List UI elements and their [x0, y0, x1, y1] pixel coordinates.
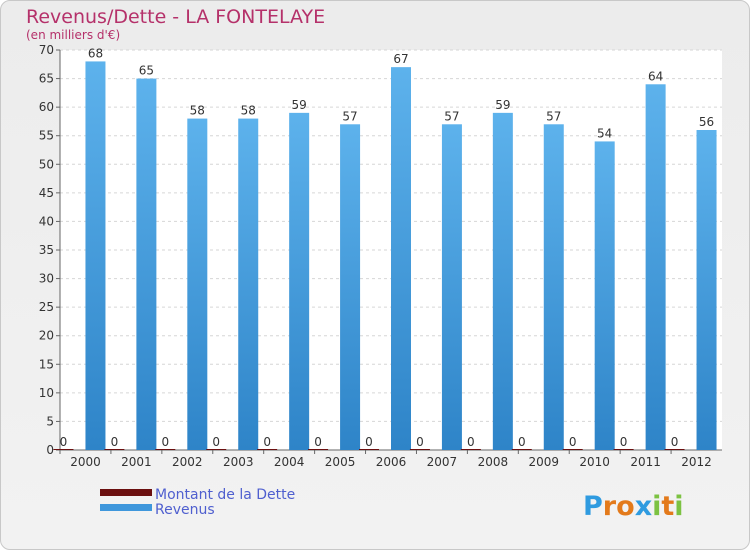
- y-tick-label: 40: [39, 214, 54, 228]
- debt-value-label: 0: [671, 435, 679, 449]
- bars: 0 68 0 65 0 58 0 58 0 59 0 57 0 67 0 57 0 59 0 57 0 54 0 64 0 56: [53, 46, 717, 451]
- proxiti-logo: Proxiti: [583, 491, 684, 522]
- revenue-value-label: 54: [597, 126, 612, 140]
- revenue-value-label: 57: [342, 109, 357, 123]
- debt-bar: [308, 449, 329, 450]
- revenue-bar: [136, 78, 157, 451]
- debt-value-label: 0: [518, 435, 526, 449]
- chart-subtitle: (en milliers d'€): [26, 28, 120, 42]
- y-tick-label: 10: [39, 386, 54, 400]
- y-tick-label: 60: [39, 100, 54, 114]
- revenue-bar: [289, 112, 310, 450]
- debt-value-label: 0: [365, 435, 373, 449]
- x-tick-label: 2004: [274, 455, 305, 469]
- debt-bar: [257, 449, 278, 450]
- debt-value-label: 0: [161, 435, 169, 449]
- debt-value-label: 0: [263, 435, 271, 449]
- revenue-bar: [85, 61, 106, 451]
- debt-value-label: 0: [569, 435, 577, 449]
- revenue-value-label: 57: [444, 109, 459, 123]
- revenue-value-label: 64: [648, 69, 663, 83]
- revenue-bar: [187, 118, 208, 451]
- x-tick-label: 2001: [121, 455, 152, 469]
- y-tick-label: 15: [39, 357, 54, 371]
- revenue-bar: [441, 124, 462, 451]
- y-tick-label: 70: [39, 43, 54, 57]
- debt-bar: [206, 449, 227, 450]
- x-tick-label: 2008: [478, 455, 509, 469]
- debt-bar: [613, 449, 634, 450]
- debt-value-label: 0: [416, 435, 424, 449]
- revenue-value-label: 65: [139, 64, 154, 78]
- revenue-bar: [238, 118, 259, 451]
- y-tick-label: 45: [39, 186, 54, 200]
- x-tick-label: 2012: [681, 455, 712, 469]
- x-tick-label: 2006: [376, 455, 407, 469]
- x-tick-label: 2007: [427, 455, 458, 469]
- legend-swatch-revenue: [100, 504, 152, 511]
- revenue-value-label: 58: [190, 104, 205, 118]
- revenue-value-label: 68: [88, 46, 103, 60]
- debt-bar: [104, 449, 125, 450]
- debt-bar: [53, 449, 74, 450]
- legend-label-debt: Montant de la Dette: [155, 487, 295, 503]
- revenue-bar: [543, 124, 564, 451]
- revenue-value-label: 57: [546, 109, 561, 123]
- y-tick-label: 65: [39, 72, 54, 86]
- y-tick-label: 30: [39, 272, 54, 286]
- x-tick-label: 2009: [528, 455, 559, 469]
- debt-value-label: 0: [212, 435, 220, 449]
- debt-value-label: 0: [60, 435, 68, 449]
- y-tick-label: 55: [39, 129, 54, 143]
- debt-bar: [359, 449, 379, 450]
- debt-value-label: 0: [111, 435, 119, 449]
- y-tick-label: 25: [39, 300, 54, 314]
- debt-value-label: 0: [467, 435, 475, 449]
- revenue-value-label: 59: [495, 98, 510, 112]
- revenue-value-label: 67: [393, 52, 408, 66]
- revenue-bar: [645, 84, 666, 451]
- legend-swatch-debt: [100, 489, 152, 496]
- debt-value-label: 0: [620, 435, 628, 449]
- revenue-bar: [391, 67, 411, 451]
- revenue-value-label: 58: [241, 104, 256, 118]
- debt-bar: [664, 449, 685, 450]
- revenue-bar: [340, 124, 361, 451]
- y-tick-label: 5: [46, 414, 54, 428]
- revenue-value-label: 59: [292, 98, 307, 112]
- y-tick-label: 0: [46, 443, 54, 457]
- revenue-bar: [492, 112, 513, 450]
- x-tick-label: 2002: [172, 455, 203, 469]
- legend-label-revenue: Revenus: [155, 502, 215, 518]
- debt-bar: [409, 449, 430, 450]
- revenue-bar: [696, 130, 717, 450]
- x-tick-label: 2010: [579, 455, 610, 469]
- y-tick-label: 50: [39, 157, 54, 171]
- x-tick-label: 2005: [325, 455, 356, 469]
- y-tick-label: 20: [39, 329, 54, 343]
- revenue-bar: [594, 141, 615, 450]
- x-tick-label: 2003: [223, 455, 254, 469]
- debt-value-label: 0: [314, 435, 322, 449]
- debt-bar: [511, 449, 532, 450]
- revenue-value-label: 56: [699, 115, 714, 129]
- debt-bar: [562, 449, 583, 450]
- x-tick-label: 2011: [630, 455, 661, 469]
- y-tick-label: 35: [39, 243, 54, 257]
- x-tick-label: 2000: [70, 455, 101, 469]
- debt-bar: [155, 449, 176, 450]
- chart-title: Revenus/Dette - LA FONTELAYE: [26, 6, 325, 28]
- debt-bar: [460, 449, 481, 450]
